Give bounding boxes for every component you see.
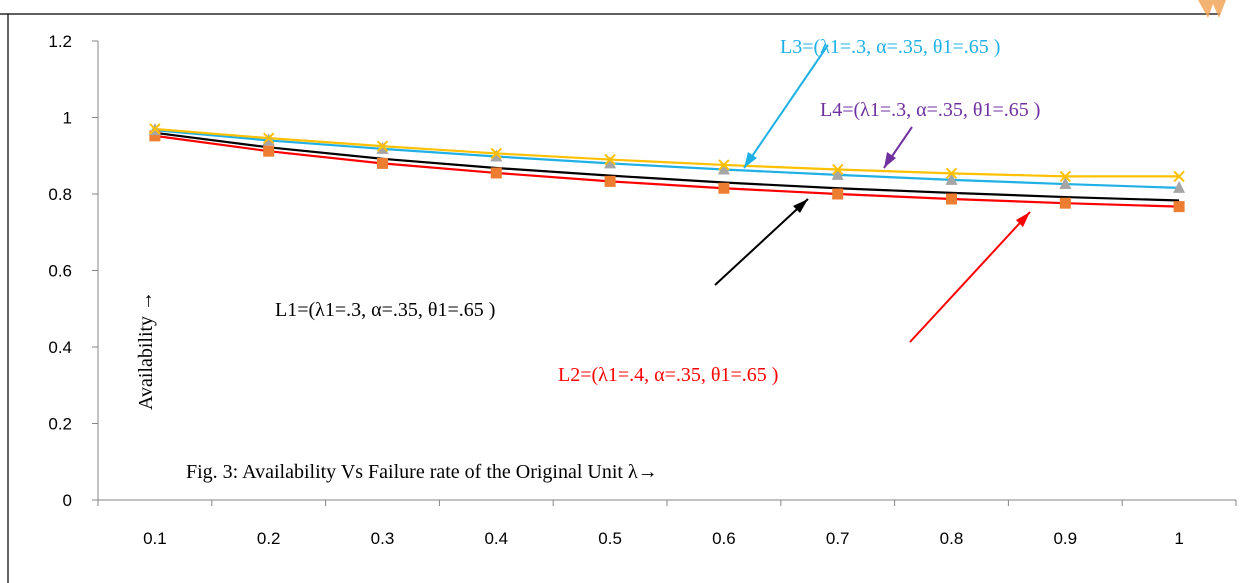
logo-fragment [1198, 0, 1226, 18]
arrow-l1 [714, 198, 809, 286]
y-tick-label: 0 [63, 491, 72, 510]
marker-square [377, 157, 388, 169]
y-tick-label: 0.4 [48, 338, 72, 357]
x-tick-label: 0.4 [484, 529, 508, 548]
marker-triangle [1059, 177, 1072, 190]
arrow-l2 [909, 211, 1031, 343]
marker-square [149, 130, 161, 142]
y-tick-label: 0.6 [48, 262, 72, 281]
marker-x [149, 123, 161, 135]
marker-x [1059, 170, 1072, 183]
arrow-l3 [743, 44, 829, 169]
marker-square [1173, 201, 1185, 213]
marker-triangle [717, 162, 730, 175]
marker-triangle [604, 156, 617, 169]
marker-triangle [490, 149, 503, 162]
marker-square [1059, 197, 1071, 209]
marker-triangle [376, 141, 389, 154]
x-tick-label: 0.1 [143, 529, 167, 548]
arrowhead-l1 [793, 199, 808, 213]
x-tick-label: 0.3 [371, 529, 395, 548]
marker-x [262, 132, 275, 144]
annotation-arrows [714, 44, 1031, 343]
marker-triangle [1173, 180, 1186, 193]
marker-square [946, 193, 957, 205]
marker-square [718, 182, 730, 194]
series-line-3 [154, 129, 1180, 189]
marker-square [604, 175, 616, 187]
y-tick-label: 1.2 [48, 32, 72, 51]
x-tick-label: 1 [1174, 529, 1183, 548]
arrowhead-l2 [1016, 212, 1030, 227]
marker-x [718, 159, 730, 171]
series-line-1 [154, 131, 1180, 202]
annotation-l1: L1=(λ1=.3, α=.35, θ1=.65 ) [275, 299, 495, 321]
marker-square [263, 145, 275, 157]
x-tick-label: 0.9 [1053, 529, 1077, 548]
annotation-l4: L4=(λ1=.3, α=.35, θ1=.65 ) [820, 99, 1040, 121]
marker-x [604, 153, 616, 166]
marker-square [490, 167, 502, 179]
marker-x [945, 167, 958, 180]
y-tick-label: 0.8 [48, 185, 72, 204]
chart-title: Fig. 3: Availability Vs Failure rate of … [186, 461, 658, 483]
annotation-l2: L2=(λ1=.4, α=.35, θ1=.65 ) [558, 364, 778, 386]
x-tick-label: 0.8 [940, 529, 964, 548]
marker-x [831, 163, 844, 176]
marker-x [490, 147, 503, 160]
marker-x [376, 140, 389, 152]
arrowhead-l3 [744, 152, 757, 168]
y-axis-label: Availability → [135, 291, 157, 410]
marker-x [1173, 170, 1185, 183]
x-tick-label: 0.6 [712, 529, 736, 548]
series-line-4 [154, 127, 1180, 178]
axes: 0 0.2 0.4 0.6 0.8 1 1.2 0.1 0.2 0.3 0.4 0.5 0.6 0.7 0.… [48, 32, 1237, 548]
x-tick-label: 0.2 [257, 529, 281, 548]
markers-group [148, 123, 1186, 213]
arrowhead-l4 [884, 152, 896, 168]
marker-triangle [945, 172, 958, 185]
y-tick-label: 0.2 [48, 415, 72, 434]
series-group [154, 127, 1180, 208]
marker-square [832, 188, 844, 200]
annotation-l3: L3=(λ1=.3, α=.35, θ1=.65 ) [780, 36, 1000, 58]
y-tick-label: 1 [63, 109, 72, 128]
marker-triangle [831, 167, 844, 180]
x-tick-label: 0.7 [826, 529, 850, 548]
series-line-2 [154, 134, 1180, 208]
x-tick-label: 0.5 [598, 529, 622, 548]
